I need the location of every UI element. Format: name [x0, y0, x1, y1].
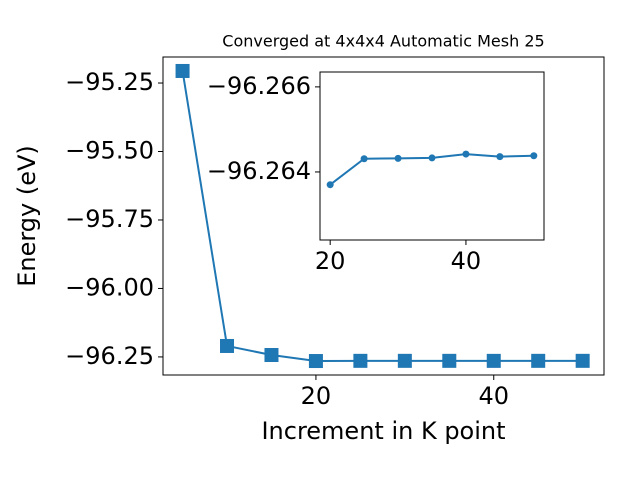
- x-tick-label: 20: [301, 382, 332, 410]
- x-tick-label: 40: [478, 382, 509, 410]
- y-tick-label: −96.25: [65, 342, 154, 370]
- marker: [530, 152, 538, 160]
- marker: [326, 181, 334, 189]
- y-tick-label: −95.50: [65, 136, 154, 164]
- y-axis-label: Energy (eV): [13, 145, 41, 287]
- marker: [575, 353, 590, 368]
- marker: [175, 63, 190, 78]
- marker: [496, 153, 504, 161]
- y-tick-label: −95.25: [65, 68, 154, 96]
- y-tick-label: −96.266: [207, 72, 311, 100]
- marker: [220, 338, 235, 353]
- y-tick-label: −96.00: [65, 273, 154, 301]
- marker: [353, 353, 368, 368]
- x-tick-label: 40: [451, 247, 482, 275]
- marker: [308, 354, 323, 369]
- x-tick-label: 20: [315, 247, 346, 275]
- marker: [531, 353, 546, 368]
- marker: [428, 154, 436, 162]
- y-tick-label: −95.75: [65, 205, 154, 233]
- chart-title: Converged at 4x4x4 Automatic Mesh 25: [222, 32, 544, 51]
- marker: [442, 353, 457, 368]
- y-tick-label: −96.264: [207, 157, 311, 185]
- x-axis-label: Increment in K point: [261, 417, 505, 445]
- marker: [397, 353, 412, 368]
- marker: [360, 155, 368, 163]
- marker: [486, 353, 501, 368]
- marker: [264, 348, 279, 363]
- marker: [462, 150, 470, 158]
- series-line: [181, 70, 583, 363]
- marker: [394, 154, 402, 162]
